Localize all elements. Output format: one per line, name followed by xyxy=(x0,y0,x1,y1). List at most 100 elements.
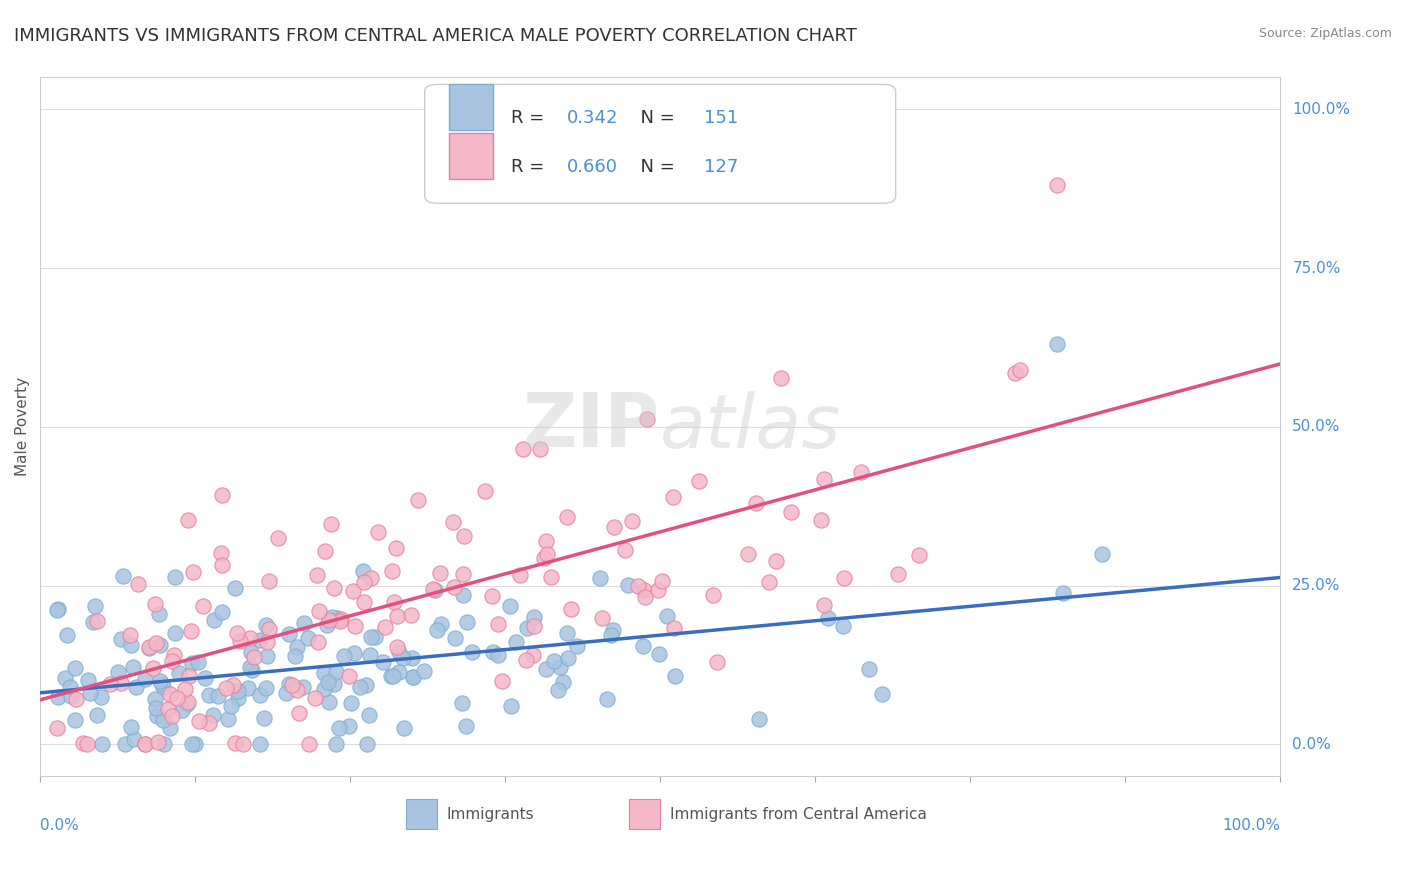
Point xyxy=(243,650,266,665)
Point xyxy=(456,719,478,733)
Point xyxy=(650,153,672,167)
Point xyxy=(110,632,132,647)
Point xyxy=(165,626,187,640)
Point xyxy=(363,630,385,644)
Point xyxy=(254,618,277,632)
Point xyxy=(596,692,619,706)
Point xyxy=(202,708,225,723)
Point xyxy=(441,515,464,529)
Point xyxy=(342,584,364,599)
Point xyxy=(426,623,449,637)
Point xyxy=(284,648,307,663)
Point xyxy=(634,590,657,604)
Point xyxy=(318,695,340,709)
Point xyxy=(515,653,537,667)
Point xyxy=(267,531,290,545)
Point xyxy=(187,655,209,669)
Point xyxy=(183,565,205,579)
Text: N =: N = xyxy=(628,109,681,127)
Point xyxy=(180,624,202,639)
Point xyxy=(148,607,170,621)
Point xyxy=(172,703,194,717)
Point xyxy=(748,712,770,726)
Point xyxy=(292,616,315,631)
Text: 0.0%: 0.0% xyxy=(41,818,79,833)
Point xyxy=(380,669,402,683)
Point xyxy=(522,648,544,662)
Point xyxy=(65,713,87,727)
Text: 0.342: 0.342 xyxy=(567,109,619,127)
Point xyxy=(138,640,160,654)
Point xyxy=(486,616,509,631)
Point xyxy=(53,672,76,686)
Point xyxy=(177,669,200,683)
Point xyxy=(149,674,172,689)
Point xyxy=(401,670,423,684)
Point xyxy=(620,514,643,528)
Point xyxy=(560,602,582,616)
Point xyxy=(529,442,551,457)
Point xyxy=(387,665,409,679)
Point xyxy=(177,512,200,526)
Point xyxy=(359,648,381,663)
Point xyxy=(224,736,246,750)
Point xyxy=(226,691,249,706)
Point xyxy=(134,738,156,752)
Point xyxy=(46,603,69,617)
Point xyxy=(211,605,233,619)
Point xyxy=(240,663,263,677)
Point xyxy=(46,721,69,735)
Point xyxy=(758,575,780,590)
Point xyxy=(285,640,308,654)
Point xyxy=(702,588,724,602)
Point xyxy=(145,636,167,650)
Point xyxy=(908,548,931,562)
Point xyxy=(706,656,728,670)
Point xyxy=(451,566,474,581)
Point xyxy=(1046,337,1069,351)
Point xyxy=(77,673,100,687)
Text: IMMIGRANTS VS IMMIGRANTS FROM CENTRAL AMERICA MALE POVERTY CORRELATION CHART: IMMIGRANTS VS IMMIGRANTS FROM CENTRAL AM… xyxy=(14,27,856,45)
Point xyxy=(287,706,309,720)
Point xyxy=(627,579,650,593)
Point xyxy=(211,558,233,573)
Point xyxy=(381,565,404,579)
Point xyxy=(412,664,434,678)
Text: 127: 127 xyxy=(703,158,738,176)
Point xyxy=(86,708,108,723)
Point xyxy=(388,645,411,659)
Point xyxy=(374,620,396,634)
Point xyxy=(614,543,637,558)
Point xyxy=(329,615,352,629)
Point xyxy=(307,634,329,648)
Point xyxy=(769,371,792,385)
Point xyxy=(215,681,238,695)
Text: Source: ZipAtlas.com: Source: ZipAtlas.com xyxy=(1258,27,1392,40)
Point xyxy=(249,633,271,648)
Point xyxy=(349,680,371,694)
Point xyxy=(249,738,271,752)
Point xyxy=(333,649,356,664)
Point xyxy=(198,715,221,730)
Point xyxy=(603,520,626,534)
Point xyxy=(166,691,188,706)
Point xyxy=(887,566,910,581)
Point xyxy=(339,696,361,710)
Point xyxy=(308,604,330,618)
Point xyxy=(314,544,336,558)
Point xyxy=(110,675,132,690)
Point xyxy=(662,621,685,635)
FancyBboxPatch shape xyxy=(406,799,437,829)
Point xyxy=(353,594,375,608)
Point xyxy=(152,680,174,694)
Point xyxy=(153,738,176,752)
Point xyxy=(176,695,198,709)
Point xyxy=(522,610,544,624)
Text: 100.0%: 100.0% xyxy=(1222,818,1279,833)
Point xyxy=(211,488,233,502)
Point xyxy=(72,736,94,750)
Point xyxy=(259,622,281,636)
Point xyxy=(343,618,366,632)
Point xyxy=(505,635,527,649)
Point xyxy=(167,665,190,680)
